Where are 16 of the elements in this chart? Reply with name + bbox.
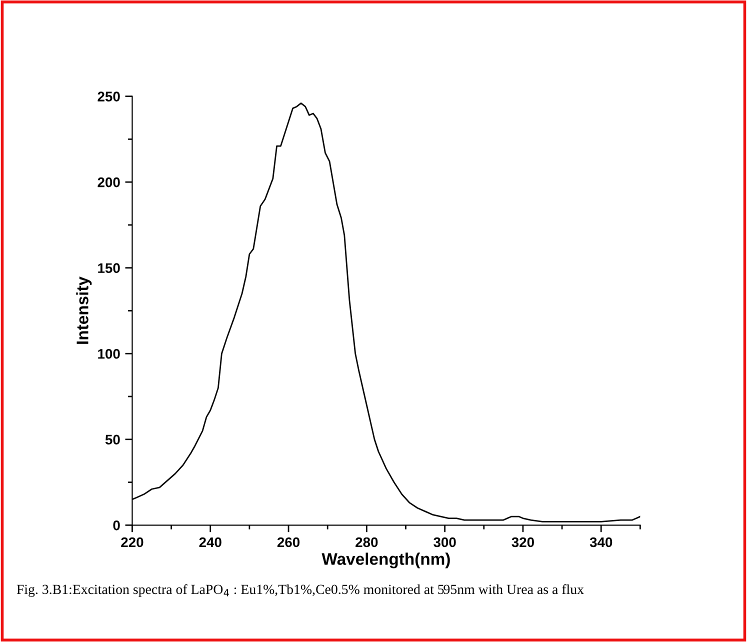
y-tick-label: 50 <box>105 434 120 445</box>
y-tick-label: 0 <box>113 520 120 530</box>
x-tick-label: 320 <box>512 537 534 548</box>
x-tick-label: 300 <box>434 537 456 548</box>
x-axis-title: Wavelength(nm) <box>322 552 450 568</box>
x-tick-label: 220 <box>121 537 144 548</box>
x-tick-label: 260 <box>277 537 300 548</box>
y-tick-label: 150 <box>98 263 120 274</box>
x-tick-label: 340 <box>590 537 612 548</box>
caption: Fig. 3.B1:Excitation spectra of LaPO$_{4}$ : Eu1%,Tb1%,Ce0.5% monitored at 595nm with Urea as a flux <box>16 584 584 597</box>
y-tick-label: 250 <box>98 92 120 102</box>
y-tick-label: 100 <box>98 348 120 359</box>
y-tick-label: 200 <box>98 177 120 188</box>
y-axis-title: Intensity <box>76 276 92 344</box>
x-tick-label: 280 <box>356 537 378 548</box>
x-tick-label: 240 <box>199 537 222 548</box>
